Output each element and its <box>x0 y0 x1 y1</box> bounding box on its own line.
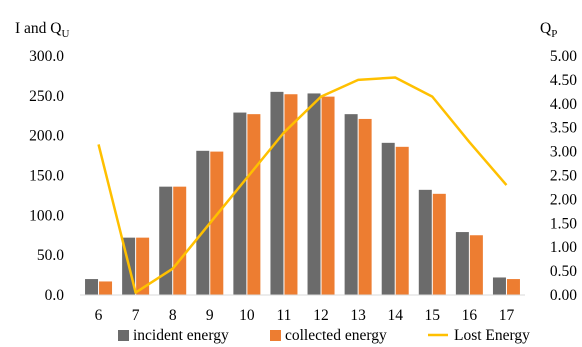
legend-label: incident energy <box>133 327 229 344</box>
collected-energy-bar <box>395 146 409 295</box>
right-tick-label: 5.00 <box>550 48 577 65</box>
left-tick-label: 0.0 <box>45 287 65 304</box>
legend: incident energy collected energy Lost Ener… <box>118 327 530 344</box>
legend-label: collected energy <box>285 327 387 344</box>
left-axis-ticks: 0.0 50.0 100.0 150.0 200.0 250.0 300.0 <box>29 48 64 304</box>
collected-energy-bar <box>321 96 335 295</box>
bars <box>85 91 520 296</box>
x-tick-label: 13 <box>350 307 366 324</box>
left-axis-title-main: I and Q <box>15 20 62 37</box>
legend-swatch <box>118 330 129 341</box>
collected-energy-bar <box>173 186 187 295</box>
collected-energy-bar <box>469 235 483 295</box>
x-tick-label: 9 <box>206 307 214 324</box>
left-tick-label: 200.0 <box>29 128 64 145</box>
x-tick-label: 8 <box>169 307 177 324</box>
left-tick-label: 250.0 <box>29 88 64 105</box>
incident-energy-bar <box>455 232 469 295</box>
collected-energy-bar <box>136 237 150 295</box>
incident-energy-bar <box>270 91 284 295</box>
right-tick-label: 2.50 <box>550 168 577 185</box>
right-tick-label: 0.50 <box>550 263 577 280</box>
x-axis-ticks: 6 7 8 9 10 11 12 13 14 15 16 17 <box>95 307 515 324</box>
lost-energy-line-layer <box>97 76 508 294</box>
x-tick-label: 6 <box>95 307 103 324</box>
legend-label: Lost Energy <box>454 327 530 344</box>
right-tick-label: 2.00 <box>550 191 577 208</box>
collected-energy-bar <box>506 279 520 295</box>
left-axis-title: I and QU <box>15 20 70 40</box>
x-tick-label: 11 <box>276 307 291 324</box>
right-tick-label: 1.00 <box>550 239 577 256</box>
right-tick-label: 3.00 <box>550 144 577 161</box>
x-tick-label: 10 <box>239 307 255 324</box>
incident-energy-bar <box>233 112 247 296</box>
left-tick-label: 300.0 <box>29 48 64 65</box>
svg-text:QP: QP <box>540 20 557 40</box>
collected-energy-bar <box>358 118 372 295</box>
right-tick-label: 1.50 <box>550 215 577 232</box>
lost-energy-line <box>97 76 508 294</box>
svg-text:I and QU: I and QU <box>15 20 70 40</box>
right-axis-title-sub: P <box>551 28 557 40</box>
collected-energy-bar <box>247 114 261 295</box>
x-tick-label: 15 <box>425 307 441 324</box>
right-tick-label: 4.50 <box>550 72 577 89</box>
incident-energy-bar <box>196 150 210 295</box>
incident-energy-bar <box>159 186 173 295</box>
incident-energy-bar <box>492 277 506 295</box>
right-tick-label: 3.50 <box>550 120 577 137</box>
incident-energy-bar <box>418 189 432 295</box>
collected-energy-bar <box>99 281 113 295</box>
right-axis-title: QP <box>540 20 557 40</box>
left-tick-label: 150.0 <box>29 168 64 185</box>
incident-energy-bar <box>344 114 358 295</box>
incident-energy-bar <box>85 279 99 295</box>
x-tick-label: 14 <box>387 307 403 324</box>
incident-energy-bar <box>381 142 395 295</box>
x-tick-label: 17 <box>499 307 515 324</box>
left-tick-label: 50.0 <box>37 247 64 264</box>
collected-energy-bar <box>210 151 224 295</box>
left-axis-title-sub: U <box>62 28 70 40</box>
incident-energy-bar <box>307 93 321 296</box>
x-tick-label: 16 <box>462 307 478 324</box>
right-axis-title-main: Q <box>540 20 551 37</box>
right-tick-label: 4.00 <box>550 96 577 113</box>
x-tick-label: 7 <box>132 307 140 324</box>
right-axis-ticks: 0.00 0.50 1.00 1.50 2.00 2.50 3.00 3.50 4.00 4.50… <box>550 48 577 304</box>
legend-swatch <box>270 330 281 341</box>
left-tick-label: 100.0 <box>29 207 64 224</box>
right-tick-label: 0.00 <box>550 287 577 304</box>
collected-energy-bar <box>284 94 298 296</box>
x-tick-label: 12 <box>313 307 329 324</box>
collected-energy-bar <box>432 193 446 295</box>
